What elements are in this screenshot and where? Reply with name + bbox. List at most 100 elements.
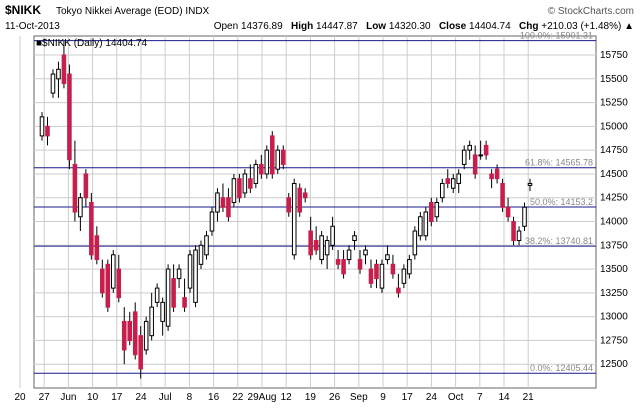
y-tick-label: 15750 <box>600 50 628 61</box>
candle <box>105 259 111 312</box>
x-tick-label: 14 <box>498 392 510 403</box>
x-tick-label: 27 <box>39 392 51 403</box>
y-tick-label: 13750 <box>600 240 628 251</box>
candle <box>500 178 505 212</box>
candle <box>198 240 204 270</box>
x-tick-label: 17 <box>111 392 123 403</box>
candle-body <box>445 178 451 184</box>
candle-body <box>45 125 50 137</box>
candle-body <box>407 259 412 275</box>
candle-body <box>390 263 396 275</box>
candle-body <box>505 206 511 218</box>
candle <box>193 245 198 308</box>
candle-body <box>363 249 368 256</box>
candle-body <box>412 230 418 256</box>
candle <box>324 235 330 270</box>
close-value: 14404.74 <box>468 21 511 32</box>
candle-body <box>467 144 472 151</box>
candle <box>313 226 319 255</box>
candle <box>396 273 401 298</box>
candle-body <box>522 206 527 227</box>
x-tick-label: 16 <box>208 392 220 403</box>
candle <box>270 131 275 179</box>
quote-date: 11-Oct-2013 <box>5 21 60 32</box>
candle <box>94 226 100 265</box>
x-tick-label: Jul <box>159 392 172 403</box>
candle-body <box>472 154 478 175</box>
candle-body <box>489 173 494 180</box>
candle-body <box>165 268 171 327</box>
candle <box>390 254 396 279</box>
candle-body <box>368 268 374 284</box>
candle-body <box>270 135 275 175</box>
fib-label: 38.2%: 13740.81 <box>525 236 593 246</box>
candle-body <box>275 149 281 170</box>
candle <box>138 326 143 379</box>
candle-body <box>500 182 505 208</box>
y-tick-label: 13250 <box>600 288 628 299</box>
candle <box>226 188 231 222</box>
candle-body <box>511 221 516 242</box>
candle <box>45 116 50 146</box>
candle <box>187 250 193 293</box>
candle-body <box>248 178 253 189</box>
candle <box>160 297 165 336</box>
candle <box>302 188 308 203</box>
candle <box>215 188 220 222</box>
candle-body <box>226 197 231 218</box>
chg-label: Chg <box>519 21 539 32</box>
candle-body <box>237 178 242 199</box>
fibonacci-levels: 100.0%: 15901.31 61.8%: 14565.78 50.0%: 14… <box>34 31 596 374</box>
candle <box>286 192 292 217</box>
candle <box>472 145 478 179</box>
candle-body <box>215 192 220 213</box>
candle-body <box>319 235 324 261</box>
x-tick-label: 7 <box>477 392 483 403</box>
candle-body <box>176 268 182 280</box>
open-label: Open <box>213 21 239 32</box>
candle <box>242 169 248 198</box>
candle-body <box>429 201 434 223</box>
candle <box>149 292 154 341</box>
y-tick-label: 12500 <box>600 359 628 370</box>
x-tick-label: 10 <box>87 392 99 403</box>
x-tick-label: 22 <box>232 392 244 403</box>
candle-body <box>72 163 78 213</box>
candle <box>341 250 346 279</box>
candle <box>89 192 94 260</box>
candle <box>494 164 500 184</box>
candle-body <box>100 268 105 294</box>
candle <box>368 259 374 289</box>
candle-body <box>456 173 462 184</box>
x-tick-label: 24 <box>426 392 438 403</box>
candle <box>308 216 313 260</box>
candle-body <box>330 225 335 246</box>
candle-body <box>461 149 467 165</box>
low-value: 14320.30 <box>388 21 431 32</box>
candle-body <box>280 149 286 165</box>
candle-body <box>83 173 89 199</box>
candle <box>280 145 286 170</box>
candle <box>171 264 176 312</box>
candle-body <box>346 249 352 261</box>
candle-body <box>379 263 385 289</box>
high-value: 14447.87 <box>316 21 358 32</box>
candle-body <box>401 268 407 284</box>
x-axis: 20 27 Jun 10 17 24 Jul 8 16 22 29Aug 12 19 26 Sep 9 17 24… <box>14 392 534 403</box>
candle <box>132 302 138 360</box>
candle <box>330 216 335 251</box>
candle <box>527 178 533 192</box>
y-tick-label: 13500 <box>600 264 628 275</box>
x-tick-label: 24 <box>135 392 147 403</box>
x-tick-label: Sep <box>350 392 368 403</box>
candle-body <box>357 259 363 270</box>
candle-body <box>483 144 489 156</box>
x-tick-label: Jun <box>60 392 76 403</box>
candle-body <box>374 263 379 280</box>
candle-body <box>396 287 401 294</box>
candle-body <box>308 230 313 256</box>
fib-label: 100.0%: 15901.31 <box>520 31 593 41</box>
candle-body <box>105 263 111 308</box>
candle-body <box>149 306 154 337</box>
low-label: Low <box>366 21 387 32</box>
